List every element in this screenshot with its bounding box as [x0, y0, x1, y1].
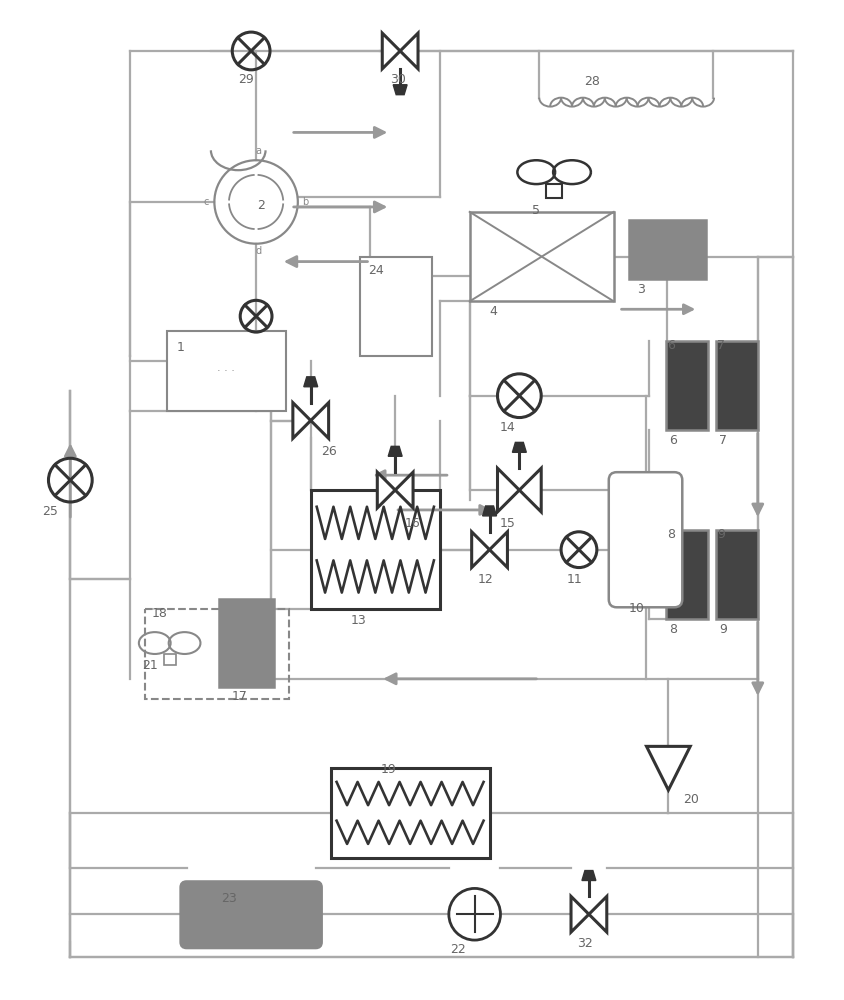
Text: 10: 10 — [628, 602, 644, 615]
Polygon shape — [646, 746, 690, 790]
Text: 32: 32 — [576, 937, 592, 950]
Polygon shape — [395, 472, 413, 508]
Text: 2: 2 — [257, 199, 265, 212]
Text: 6: 6 — [667, 339, 674, 352]
Polygon shape — [377, 472, 395, 508]
Polygon shape — [497, 468, 519, 512]
Polygon shape — [304, 377, 317, 387]
Text: 20: 20 — [683, 793, 698, 806]
Text: 22: 22 — [449, 943, 465, 956]
Text: 9: 9 — [718, 623, 726, 636]
Text: 29: 29 — [238, 73, 254, 86]
Text: c: c — [203, 197, 208, 207]
Polygon shape — [293, 403, 311, 438]
Text: 1: 1 — [176, 341, 184, 354]
Text: 4: 4 — [489, 305, 497, 318]
Text: 26: 26 — [320, 445, 336, 458]
Text: 13: 13 — [350, 614, 365, 627]
Text: 18: 18 — [152, 607, 167, 620]
Text: 7: 7 — [718, 434, 726, 447]
FancyBboxPatch shape — [360, 257, 431, 356]
Text: 21: 21 — [142, 659, 158, 672]
FancyBboxPatch shape — [219, 599, 273, 687]
Polygon shape — [311, 403, 328, 438]
FancyBboxPatch shape — [608, 472, 681, 607]
FancyBboxPatch shape — [330, 768, 489, 858]
Polygon shape — [571, 896, 588, 932]
Text: 25: 25 — [42, 505, 58, 518]
Text: 24: 24 — [368, 264, 384, 277]
Text: 11: 11 — [566, 573, 582, 586]
Text: 14: 14 — [499, 421, 515, 434]
Text: 5: 5 — [532, 204, 539, 217]
Text: 9: 9 — [717, 528, 724, 541]
Text: 15: 15 — [499, 517, 515, 530]
Polygon shape — [392, 85, 407, 95]
Text: a: a — [255, 146, 261, 156]
Text: 28: 28 — [583, 75, 599, 88]
Text: 12: 12 — [477, 573, 493, 586]
FancyBboxPatch shape — [545, 184, 561, 198]
Text: 30: 30 — [390, 73, 406, 86]
Text: 7: 7 — [717, 339, 724, 352]
FancyBboxPatch shape — [469, 212, 613, 301]
FancyBboxPatch shape — [715, 341, 757, 430]
FancyBboxPatch shape — [666, 341, 707, 430]
Polygon shape — [400, 33, 418, 69]
Polygon shape — [387, 446, 402, 456]
Polygon shape — [381, 33, 400, 69]
Polygon shape — [511, 442, 526, 452]
Polygon shape — [471, 532, 489, 568]
Polygon shape — [489, 532, 507, 568]
Text: 8: 8 — [667, 528, 674, 541]
Text: 17: 17 — [231, 690, 246, 703]
Text: 19: 19 — [380, 763, 396, 776]
Polygon shape — [482, 506, 496, 516]
Text: 3: 3 — [636, 283, 644, 296]
FancyBboxPatch shape — [715, 530, 757, 619]
Text: d: d — [255, 246, 261, 256]
Polygon shape — [588, 896, 606, 932]
FancyBboxPatch shape — [666, 530, 707, 619]
Polygon shape — [519, 468, 540, 512]
Polygon shape — [582, 871, 595, 880]
FancyBboxPatch shape — [166, 331, 285, 411]
Text: 6: 6 — [668, 434, 676, 447]
Text: 16: 16 — [404, 517, 420, 530]
Text: · · ·: · · · — [217, 366, 235, 376]
Text: 23: 23 — [221, 892, 237, 905]
Text: 8: 8 — [668, 623, 677, 636]
FancyBboxPatch shape — [181, 881, 322, 948]
FancyBboxPatch shape — [628, 220, 706, 279]
FancyBboxPatch shape — [311, 490, 440, 609]
Text: b: b — [301, 197, 308, 207]
FancyBboxPatch shape — [164, 654, 176, 665]
